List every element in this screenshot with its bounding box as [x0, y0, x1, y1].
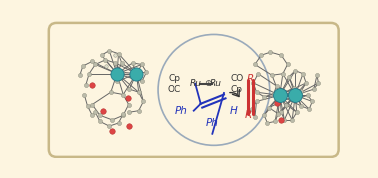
- Text: H: H: [230, 106, 238, 116]
- FancyBboxPatch shape: [49, 23, 339, 157]
- Text: R’: R’: [245, 110, 256, 120]
- Text: Ru: Ru: [189, 79, 201, 88]
- Text: Cp: Cp: [231, 85, 243, 94]
- Text: ⊕: ⊕: [204, 79, 211, 88]
- Text: Cp: Cp: [169, 74, 181, 83]
- FancyArrowPatch shape: [230, 90, 239, 96]
- Text: CO: CO: [231, 74, 244, 83]
- Text: Ph: Ph: [175, 106, 187, 116]
- Text: OC: OC: [167, 85, 181, 94]
- Text: Ru: Ru: [210, 79, 222, 88]
- Text: Ph: Ph: [206, 118, 219, 128]
- Text: R: R: [247, 74, 254, 84]
